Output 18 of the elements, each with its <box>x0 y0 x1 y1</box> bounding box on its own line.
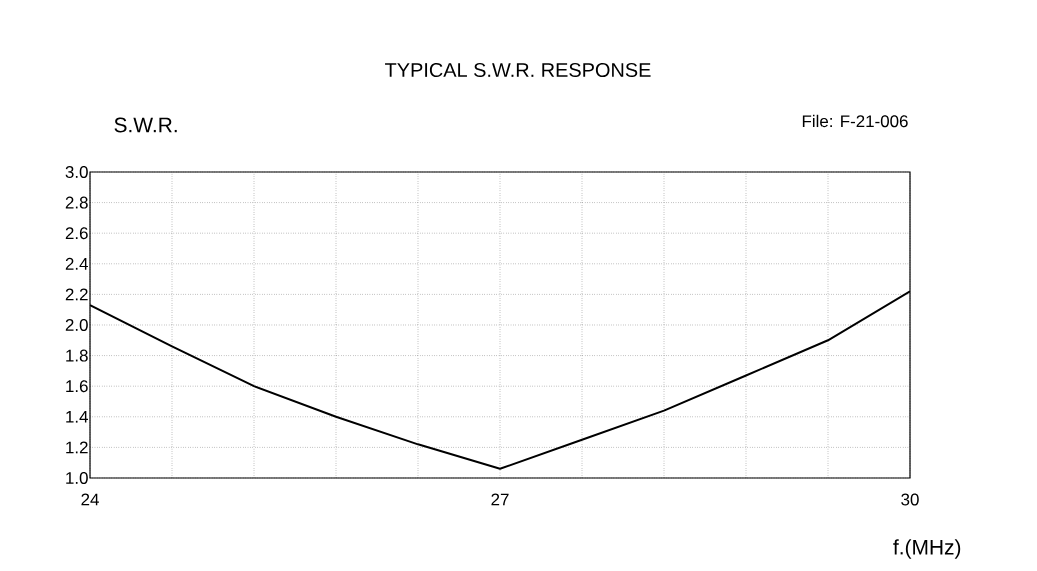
y-tick-label: 2.6 <box>65 227 88 240</box>
text: File: F-21-006 <box>802 114 908 128</box>
y-tick-label: 1.2 <box>66 441 88 454</box>
x-tick-label: 24 <box>81 493 99 506</box>
y-tick-label: 1.4 <box>66 410 88 423</box>
y-tick-label: 2.8 <box>65 196 88 209</box>
y-tick-label: 2.4 <box>65 257 88 270</box>
y-tick-label: 2.0 <box>65 318 88 331</box>
x-tick-label: 27 <box>491 493 509 506</box>
y-tick-label: 2.2 <box>65 288 88 301</box>
y-tick-label: 1.6 <box>66 380 88 393</box>
chart-title: TYPICAL S.W.R. RESPONSE <box>385 62 651 78</box>
y-tick-label: 1.0 <box>66 471 88 484</box>
y-tick-label: 1.8 <box>66 349 88 362</box>
x-axis-title: f.(MHz) <box>893 539 961 559</box>
y-axis-title: S.W.R. <box>114 117 177 133</box>
x-tick-label: 30 <box>901 493 919 506</box>
y-tick-label: 3.0 <box>65 165 88 178</box>
